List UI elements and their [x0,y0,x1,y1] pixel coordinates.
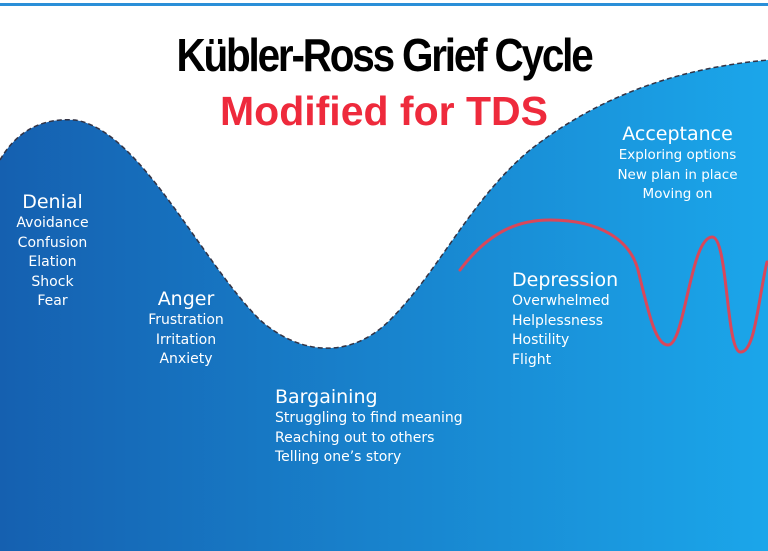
stage-item: New plan in place [617,166,738,183]
stage-item: Flight [512,351,552,368]
stage-title: Denial [22,191,83,213]
stage-item: Anxiety [159,351,213,367]
stage-item: Reaching out to others [275,429,435,446]
stage-bargaining: Bargaining Struggling to find meaning Re… [275,385,485,468]
stage-title: Anger [157,288,215,310]
stage-item: Shock [31,273,74,290]
stage-item: Overwhelmed [512,293,610,309]
grief-curve-dashed-edge [0,59,768,349]
stage-item: Fear [37,293,68,309]
stage-item: Hostility [512,332,570,348]
stage-denial: Denial Avoidance Confusion Elation Shock… [5,190,100,312]
stage-depression: Depression Overwhelmed Helplessness Host… [512,268,642,370]
stage-item: Elation [28,254,77,270]
stage-anger: Anger Frustration Irritation Anxiety [136,287,236,370]
grief-curve-area [0,60,768,551]
page-title: Kübler-Ross Grief Cycle [176,29,593,81]
stage-item: Frustration [148,312,224,328]
stage-item: Helplessness [512,312,604,329]
stage-item: Confusion [17,234,88,251]
stage-title: Acceptance [622,123,733,145]
stage-item: Moving on [642,186,713,202]
top-border-line [0,3,768,6]
stage-item: Irritation [155,331,217,348]
stage-item: Struggling to find meaning [275,410,463,426]
stage-item: Exploring options [618,147,737,163]
stage-title: Bargaining [275,386,378,408]
red-annotation-line [458,218,768,354]
stage-item: Telling one’s story [275,449,402,465]
stage-item: Avoidance [16,215,89,231]
stage-acceptance: Acceptance Exploring options New plan in… [605,122,750,205]
stage-title: Depression [512,269,619,291]
page-subtitle: Modified for TDS [220,88,548,134]
